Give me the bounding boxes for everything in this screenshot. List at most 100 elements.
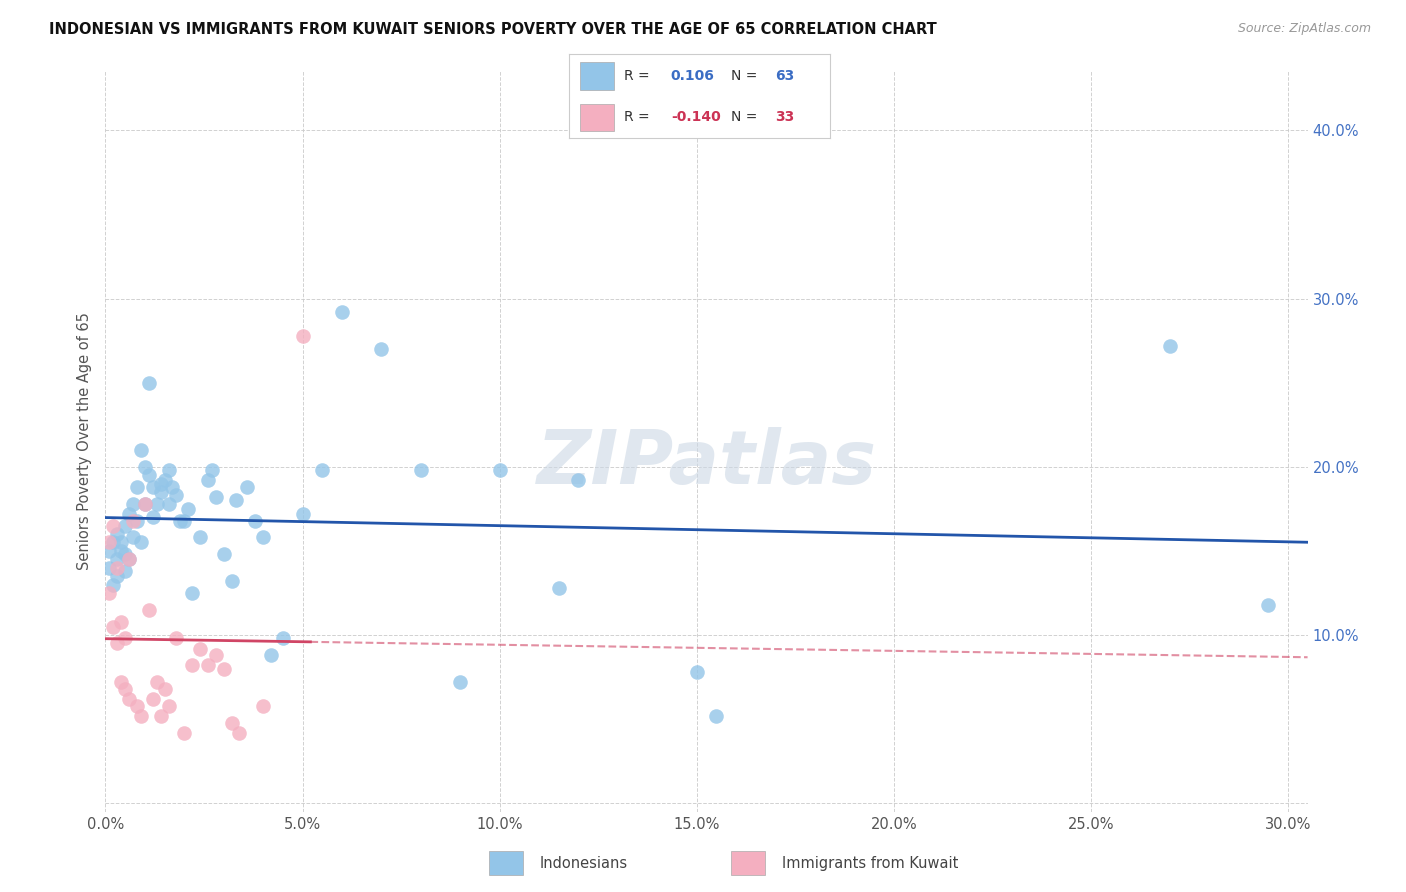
Text: 0.106: 0.106 [671, 69, 714, 83]
Point [129, 535, 152, 549]
Point [260, 648, 283, 663]
Point [165, 632, 187, 646]
Point [165, 488, 187, 502]
Text: Indonesians: Indonesians [540, 855, 628, 871]
Point [245, 514, 267, 528]
Point [212, 547, 235, 561]
Text: 33: 33 [775, 110, 794, 124]
Point [252, 531, 274, 545]
Point [221, 715, 243, 730]
Point [105, 560, 128, 574]
Point [138, 603, 160, 617]
Point [188, 531, 211, 545]
Point [118, 692, 141, 706]
Point [488, 463, 510, 477]
Point [105, 569, 128, 583]
Point [114, 547, 136, 561]
Point [449, 675, 471, 690]
Point [188, 641, 211, 656]
Point [145, 675, 167, 690]
Point [114, 564, 136, 578]
Point [98, 544, 121, 558]
Point [181, 586, 204, 600]
Point [370, 342, 392, 356]
Point [134, 459, 156, 474]
Point [142, 692, 165, 706]
Point [114, 518, 136, 533]
Point [157, 463, 180, 477]
Text: Source: ZipAtlas.com: Source: ZipAtlas.com [1237, 22, 1371, 36]
Point [110, 675, 132, 690]
Point [103, 577, 125, 591]
Point [103, 518, 125, 533]
Point [138, 376, 160, 390]
Point [212, 662, 235, 676]
Point [118, 507, 141, 521]
Point [201, 463, 224, 477]
Text: -0.140: -0.140 [671, 110, 721, 124]
Point [169, 514, 191, 528]
Point [142, 480, 165, 494]
Point [110, 535, 132, 549]
Point [98, 560, 121, 574]
Point [409, 463, 432, 477]
Point [149, 485, 172, 500]
Point [685, 665, 707, 679]
Point [204, 490, 226, 504]
Point [105, 527, 128, 541]
Point [145, 497, 167, 511]
Point [125, 514, 148, 528]
Point [271, 632, 294, 646]
Point [118, 552, 141, 566]
Point [197, 473, 219, 487]
Point [204, 648, 226, 663]
Point [114, 681, 136, 696]
Point [122, 531, 145, 545]
Point [330, 305, 353, 319]
Point [252, 698, 274, 713]
Point [547, 581, 569, 595]
Point [98, 535, 121, 549]
Point [134, 497, 156, 511]
Point [225, 493, 247, 508]
Text: R =: R = [624, 69, 654, 83]
Point [125, 480, 148, 494]
Point [1257, 598, 1279, 612]
Text: ZIPatlas: ZIPatlas [537, 427, 876, 500]
Point [122, 497, 145, 511]
Point [157, 698, 180, 713]
Point [129, 708, 152, 723]
Point [197, 658, 219, 673]
Text: 63: 63 [775, 69, 794, 83]
Bar [731, 851, 765, 875]
Point [114, 632, 136, 646]
Text: N =: N = [731, 69, 762, 83]
Bar [579, 62, 613, 90]
Point [177, 501, 200, 516]
Point [236, 480, 259, 494]
Point [125, 698, 148, 713]
Point [181, 658, 204, 673]
Point [110, 615, 132, 629]
Point [129, 442, 152, 457]
Point [142, 510, 165, 524]
Text: N =: N = [731, 110, 762, 124]
Point [134, 497, 156, 511]
Point [567, 473, 589, 487]
Point [228, 725, 250, 739]
Text: INDONESIAN VS IMMIGRANTS FROM KUWAIT SENIORS POVERTY OVER THE AGE OF 65 CORRELAT: INDONESIAN VS IMMIGRANTS FROM KUWAIT SEN… [49, 22, 936, 37]
Point [153, 681, 176, 696]
Point [291, 328, 314, 343]
Point [103, 535, 125, 549]
Point [162, 480, 184, 494]
Point [149, 476, 172, 491]
Point [153, 473, 176, 487]
Point [291, 507, 314, 521]
Point [110, 544, 132, 558]
Y-axis label: Seniors Poverty Over the Age of 65: Seniors Poverty Over the Age of 65 [77, 312, 93, 571]
Bar [489, 851, 523, 875]
Text: R =: R = [624, 110, 654, 124]
Point [173, 725, 195, 739]
Point [1159, 338, 1181, 352]
Point [105, 636, 128, 650]
